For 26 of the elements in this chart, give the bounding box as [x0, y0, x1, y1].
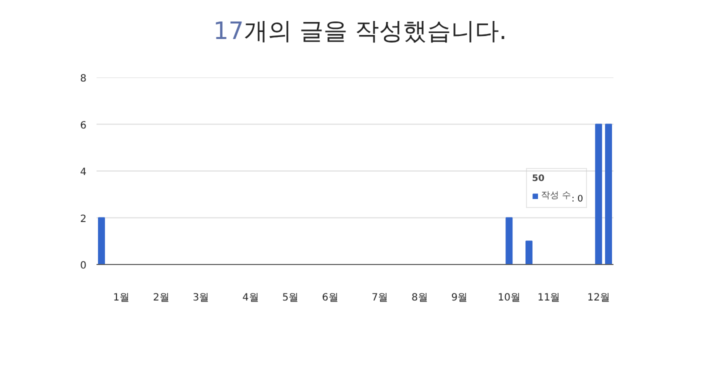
y-tick-label: 6 [80, 120, 87, 132]
y-tick-label: 2 [80, 214, 87, 225]
x-tick-label: 10월 [498, 292, 520, 304]
bar [506, 217, 513, 264]
x-tick-label: 5월 [282, 292, 299, 304]
bar [605, 124, 612, 264]
y-tick-label: 4 [80, 167, 87, 178]
legend-title: 50 [532, 174, 546, 184]
x-tick-label: 3월 [192, 292, 210, 304]
x-tick-label: 8월 [411, 292, 428, 304]
x-tick-label: 4월 [242, 292, 259, 304]
bar [595, 124, 602, 264]
chart-title: 17개의 글을 작성했습니다. [212, 16, 508, 47]
x-tick-label: 6월 [322, 292, 338, 304]
x-tick-label: 12월 [587, 292, 610, 304]
x-tick-label: 11월 [538, 292, 560, 304]
x-tick-label: 1월 [113, 292, 130, 304]
annotation: : 0 [572, 194, 584, 204]
x-tick-label: 7월 [372, 292, 388, 304]
bar [526, 240, 532, 264]
x-tick-label: 9월 [451, 292, 468, 304]
legend-label: 작성 수 [541, 191, 571, 201]
x-tick-label: 2월 [152, 292, 170, 304]
bar [98, 217, 105, 264]
y-tick-label: 0 [80, 260, 87, 272]
y-tick-label: 8 [80, 74, 87, 84]
